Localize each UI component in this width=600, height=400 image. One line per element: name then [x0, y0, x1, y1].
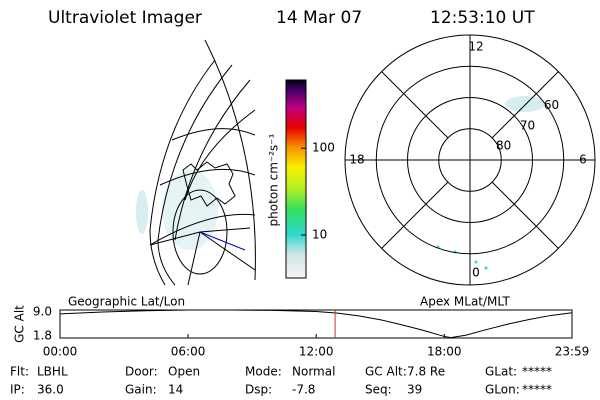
lat-label: 70 [520, 118, 535, 132]
lat-ring [375, 65, 565, 255]
lat-label: 80 [496, 138, 511, 152]
x-tick-label: 06:00 [171, 345, 206, 359]
polar-emission [436, 96, 545, 270]
polar-spoke [491, 181, 559, 249]
info-value: 7.8 Re [407, 365, 445, 379]
info-label: IP: [10, 383, 25, 397]
colorbar [285, 79, 307, 279]
mlt-label: 18 [349, 153, 364, 167]
colorbar-label: photon cm⁻²s⁻¹ [267, 133, 281, 226]
info-label: Gain: [125, 383, 157, 397]
altitude-frame [59, 309, 573, 339]
info-value: Normal [292, 365, 335, 379]
polar-spoke [491, 71, 559, 139]
polar-plot: 80 70 60 0 6 12 18 [344, 34, 596, 286]
lat-ring [438, 128, 502, 192]
info-value: -7.8 [292, 383, 315, 397]
y-tick-label: 1.8 [33, 329, 52, 343]
info-label: GLon: [485, 383, 520, 397]
date: 14 Mar 07 [276, 8, 362, 28]
info-label: Dsp: [245, 383, 272, 397]
geo-label: Geographic Lat/Lon [68, 295, 185, 309]
lat-label: 60 [544, 98, 559, 112]
x-tick-label: 00:00 [43, 345, 78, 359]
mlt-label: 12 [468, 40, 483, 54]
colorbar-tick-label: 100 [312, 141, 335, 155]
polar-label: Apex MLat/MLT [420, 295, 510, 309]
altitude-plot: 9.0 1.8 00:00 06:00 12:00 18:00 23:59 [33, 305, 589, 359]
polar-spoke [381, 181, 449, 249]
time: 12:53:10 UT [430, 8, 535, 28]
info-value: 36.0 [37, 383, 64, 397]
info-value: Open [168, 365, 200, 379]
colorbar-tick-label: 10 [312, 228, 327, 242]
info-panel: Flt: LBHL Door: Open Mode: Normal GC Alt: 7.8 R… [10, 365, 552, 397]
x-tick-label: 12:00 [299, 345, 334, 359]
x-tick-label: 23:59 [555, 345, 590, 359]
info-label: Door: [125, 365, 158, 379]
mlt-label: 6 [579, 153, 587, 167]
info-value: LBHL [37, 365, 68, 379]
mlt-label: 0 [472, 266, 480, 280]
info-label: GLat: [485, 365, 517, 379]
geo-map [136, 39, 256, 286]
info-value: 14 [168, 383, 183, 397]
altitude-ylabel: GC Alt [13, 305, 27, 343]
lat-ring [407, 97, 533, 223]
info-label: Seq: [365, 383, 392, 397]
info-value: ***** [522, 365, 552, 379]
instrument: Ultraviolet Imager [48, 8, 202, 28]
polar-spoke [381, 71, 449, 139]
info-label: GC Alt: [365, 365, 407, 379]
x-tick-label: 18:00 [427, 345, 462, 359]
info-label: Mode: [245, 365, 282, 379]
info-value: 39 [407, 383, 422, 397]
info-value: ***** [522, 383, 552, 397]
altitude-line [59, 309, 573, 339]
info-label: Flt: [10, 365, 29, 379]
y-tick-label: 9.0 [33, 305, 52, 319]
